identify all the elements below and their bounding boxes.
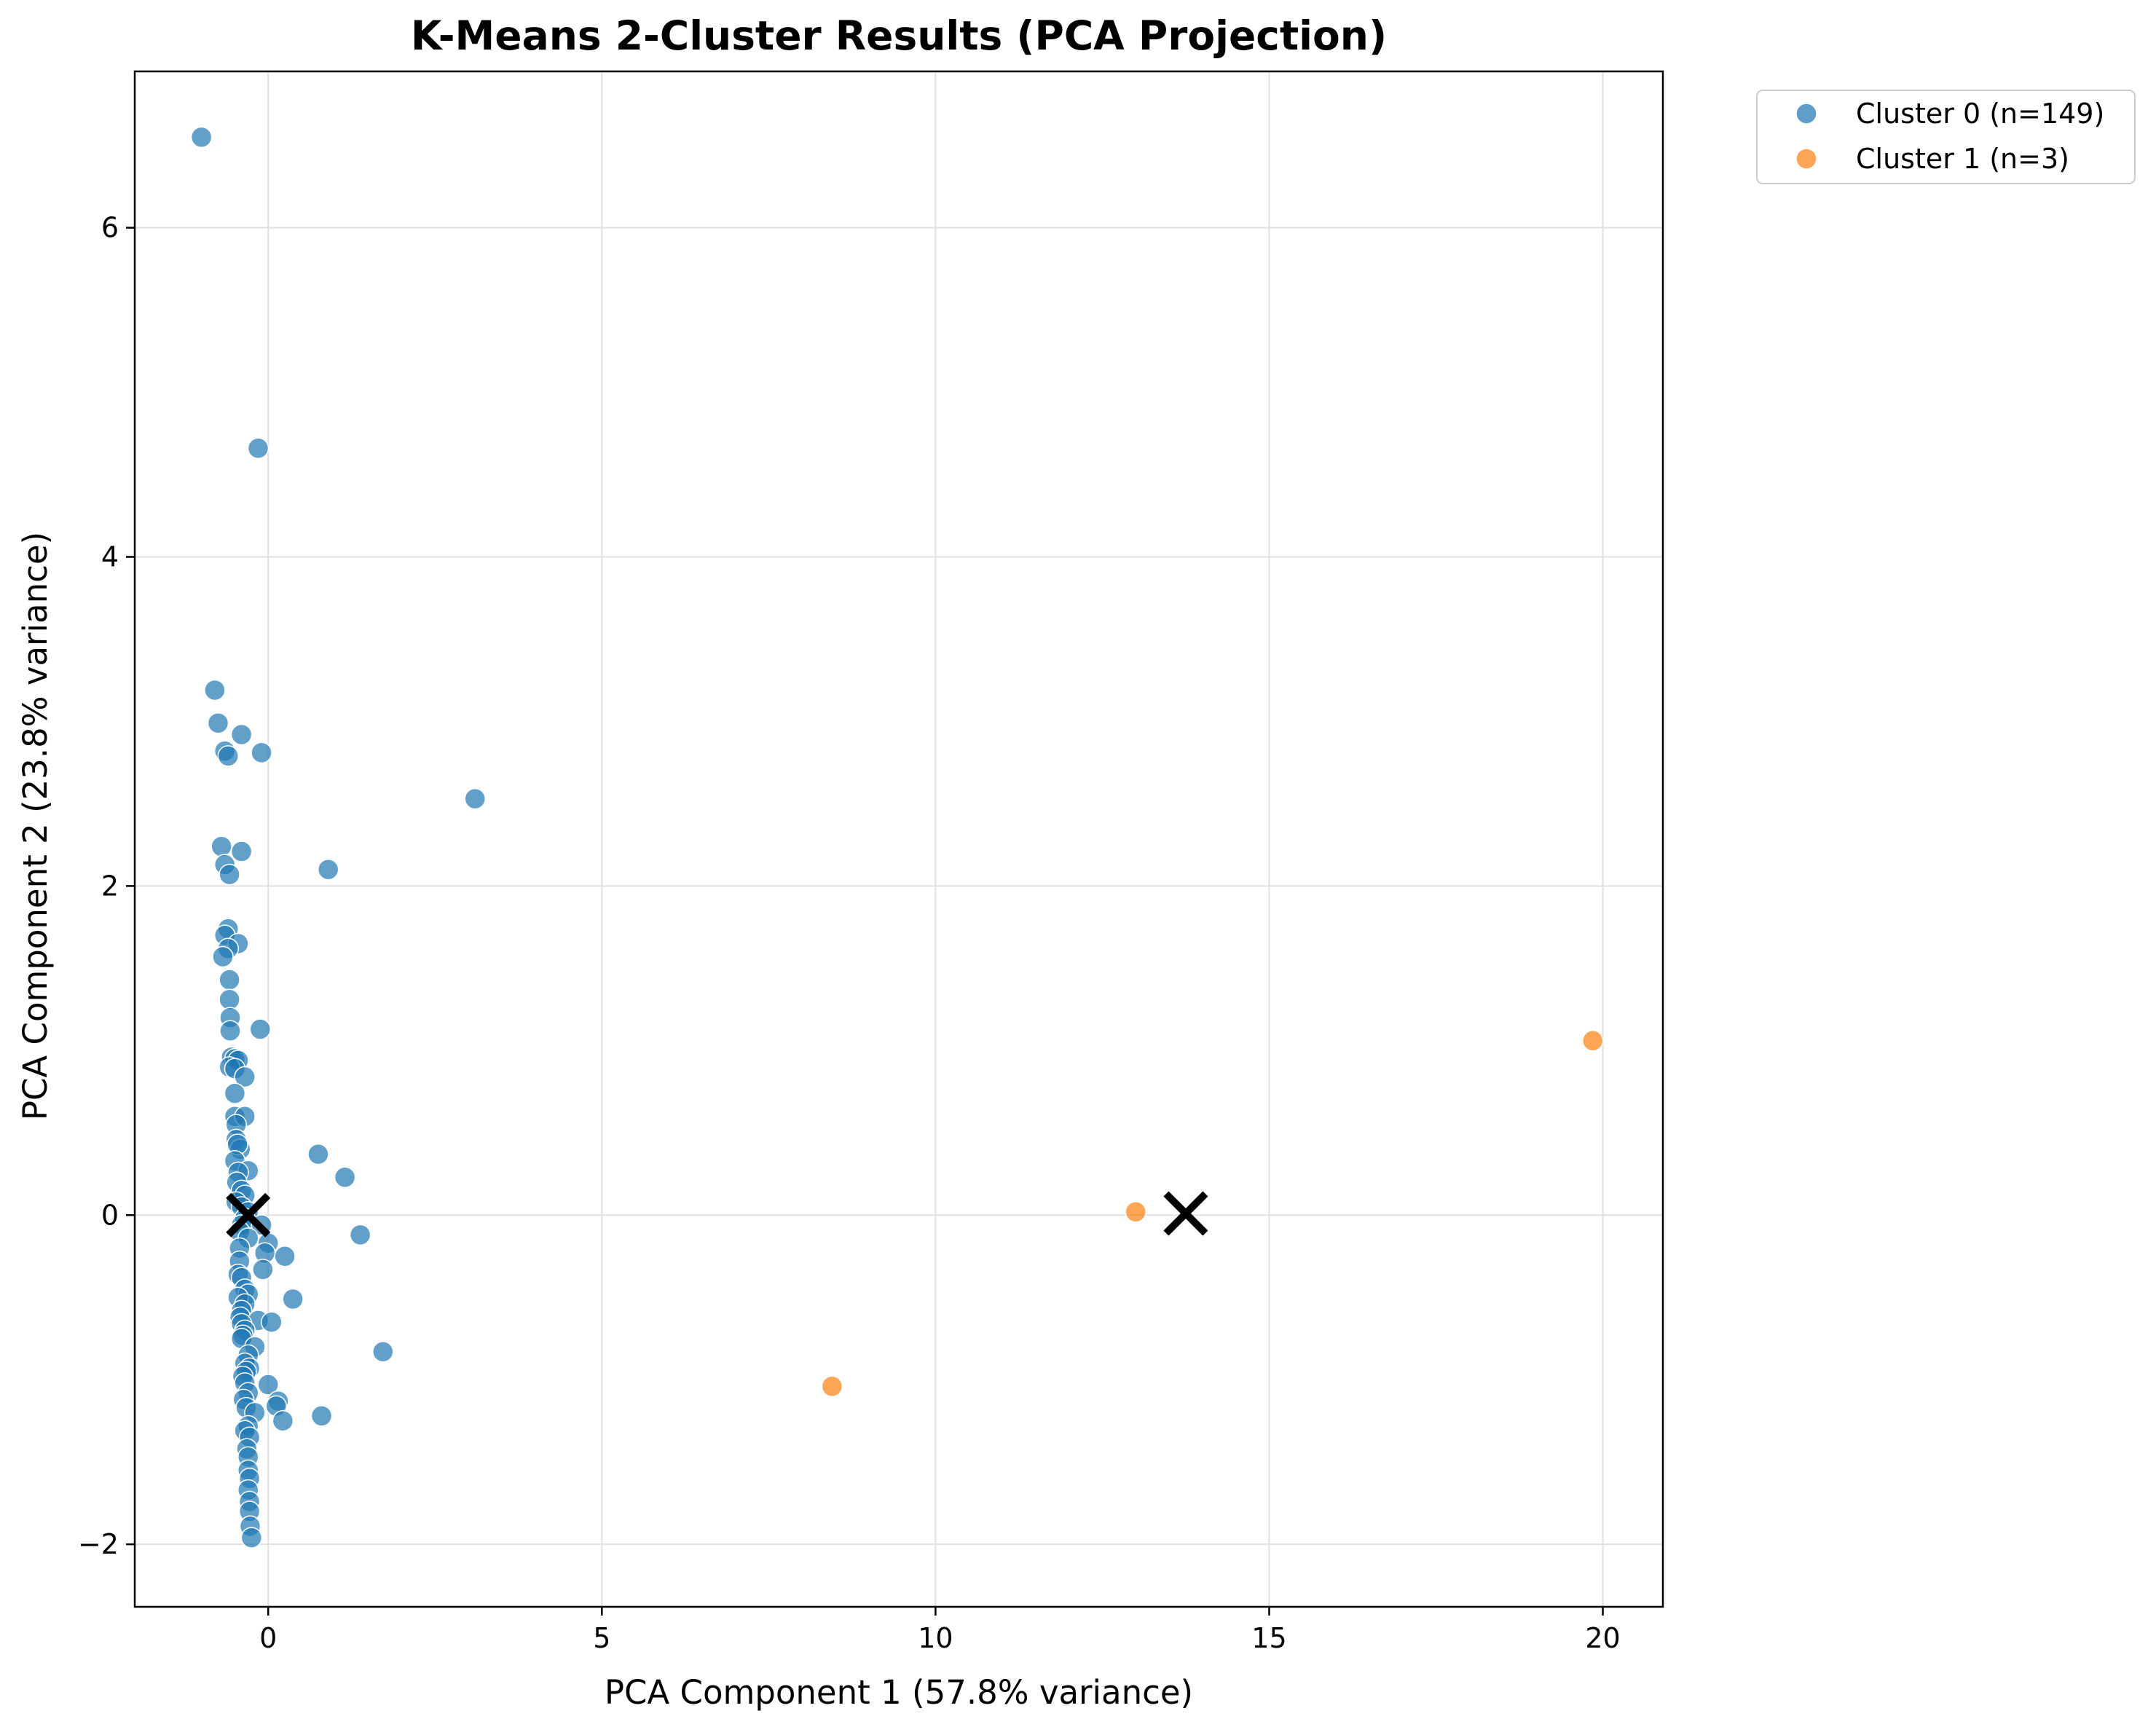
cluster-0-point xyxy=(224,1082,246,1104)
centroid-markers xyxy=(226,1191,1208,1238)
cluster-0-point xyxy=(219,863,240,886)
cluster-0-point xyxy=(257,1374,279,1396)
y-tick-label: −2 xyxy=(78,1528,119,1560)
x-tick-label: 0 xyxy=(259,1622,277,1654)
cluster-0-point xyxy=(219,969,240,991)
cluster-0-point xyxy=(317,859,339,881)
cluster-0-point xyxy=(211,835,232,857)
plot-frame xyxy=(133,70,1664,1608)
cluster-1-point xyxy=(1125,1200,1146,1223)
cluster-0-point xyxy=(207,712,229,734)
cluster-0-point xyxy=(252,1259,274,1281)
cluster-0-point xyxy=(234,1066,256,1088)
cluster-0-point xyxy=(249,1018,271,1040)
cluster-0-point xyxy=(247,437,270,460)
cluster-0-point xyxy=(251,741,272,764)
cluster-0-point xyxy=(261,1311,283,1333)
legend: Cluster 0 (n=149) Cluster 1 (n=3) xyxy=(1756,90,2136,184)
cluster-0-point xyxy=(372,1341,394,1363)
legend-label-cluster-1: Cluster 1 (n=3) xyxy=(1856,143,2069,175)
cluster-0-point xyxy=(310,1405,333,1427)
cluster-0-point xyxy=(219,988,240,1011)
axis-ticks: 0 5 10 15 20 −2 0 2 4 6 xyxy=(78,212,1621,1654)
cluster-0-point xyxy=(204,679,226,701)
cluster-0-point xyxy=(212,945,234,968)
cluster-0-point xyxy=(217,745,240,767)
cluster-0-point xyxy=(230,723,253,746)
legend-marker-cluster-0 xyxy=(1795,103,1817,125)
chart-title: K-Means 2-Cluster Results (PCA Projectio… xyxy=(411,12,1387,59)
y-tick-label: 2 xyxy=(101,870,119,902)
cluster-0-point xyxy=(230,841,253,862)
x-tick-label: 15 xyxy=(1251,1622,1286,1654)
x-tick-label: 10 xyxy=(918,1622,953,1654)
y-tick-label: 6 xyxy=(101,212,119,244)
cluster-0-point xyxy=(307,1143,329,1165)
y-axis-label: PCA Component 2 (23.8% variance) xyxy=(16,532,55,1120)
cluster-0-point xyxy=(190,126,213,149)
cluster-0-point xyxy=(272,1409,294,1432)
y-tick-label: 4 xyxy=(101,541,119,573)
cluster-0-point xyxy=(334,1166,356,1189)
legend-marker-cluster-1 xyxy=(1795,148,1817,170)
legend-label-cluster-0: Cluster 0 (n=149) xyxy=(1856,98,2104,130)
grid-lines xyxy=(135,71,1663,1607)
x-axis-label: PCA Component 1 (57.8% variance) xyxy=(605,1673,1193,1712)
centroid-marker xyxy=(1163,1191,1208,1236)
cluster-0-point xyxy=(282,1288,304,1310)
legend-box xyxy=(1756,90,2136,184)
cluster-0-point xyxy=(219,1020,241,1042)
cluster-1-point xyxy=(1582,1030,1604,1052)
cluster-1-point xyxy=(821,1375,843,1397)
cluster-0-point xyxy=(464,787,486,810)
cluster-0-point xyxy=(349,1224,371,1246)
cluster-0-point xyxy=(274,1246,296,1267)
x-tick-label: 20 xyxy=(1585,1622,1620,1654)
cluster-0-point xyxy=(240,1527,263,1549)
y-tick-label: 0 xyxy=(101,1199,119,1231)
centroid-marker xyxy=(226,1192,271,1238)
x-tick-label: 5 xyxy=(593,1622,610,1654)
